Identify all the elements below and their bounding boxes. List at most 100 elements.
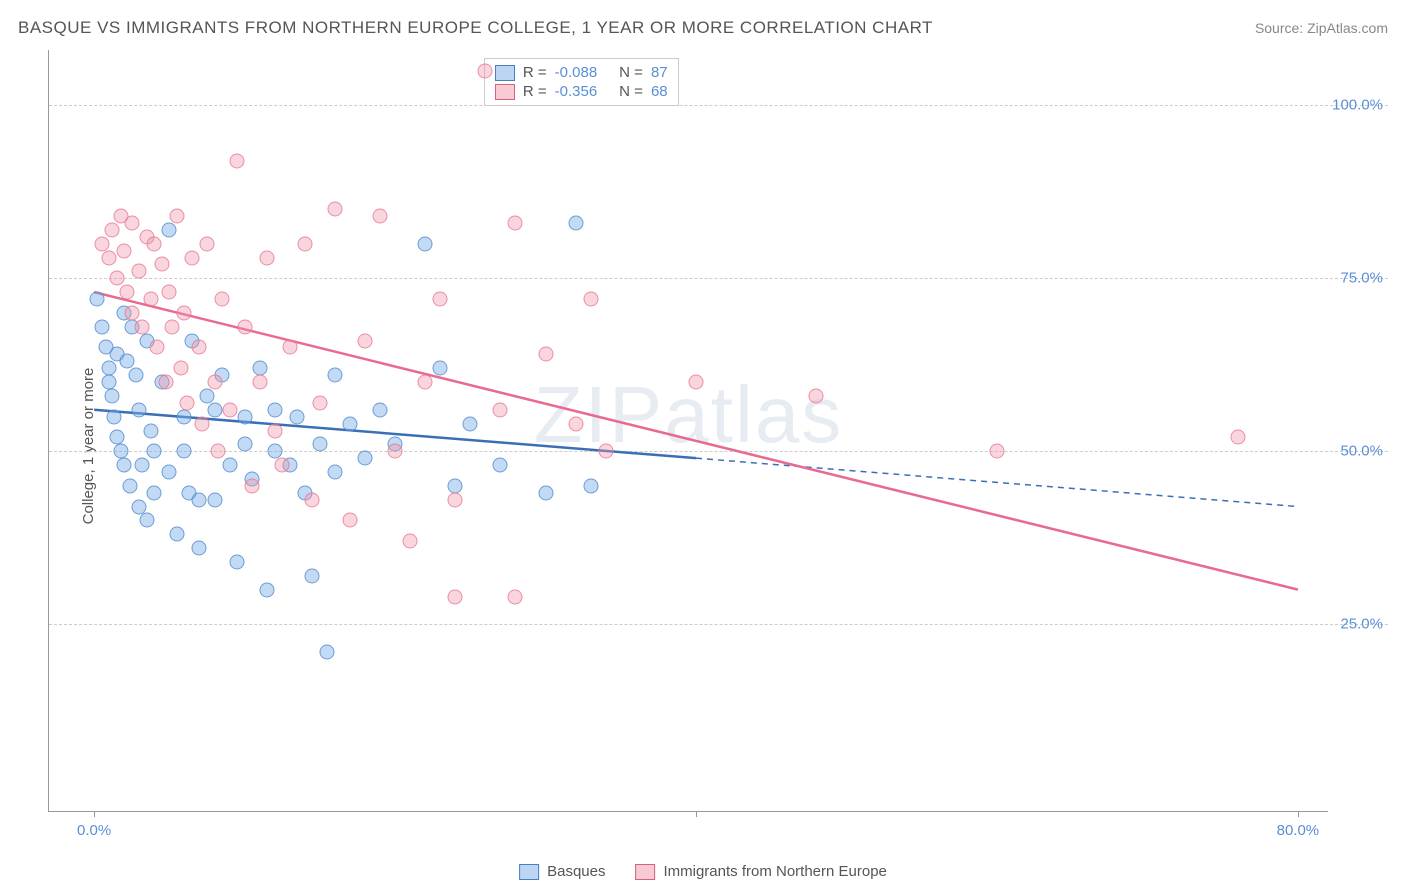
data-point <box>260 582 275 597</box>
data-point <box>403 534 418 549</box>
data-point <box>267 423 282 438</box>
data-point <box>373 209 388 224</box>
swatch-icon <box>495 65 515 81</box>
data-point <box>418 236 433 251</box>
chart-header: BASQUE VS IMMIGRANTS FROM NORTHERN EUROP… <box>18 18 1388 38</box>
data-point <box>357 333 372 348</box>
data-point <box>237 319 252 334</box>
data-point <box>94 319 109 334</box>
data-point <box>267 402 282 417</box>
data-point <box>312 395 327 410</box>
data-point <box>162 285 177 300</box>
data-point <box>222 458 237 473</box>
data-point <box>94 236 109 251</box>
data-point <box>124 305 139 320</box>
data-point <box>114 444 129 459</box>
data-point <box>320 644 335 659</box>
data-point <box>252 375 267 390</box>
stats-legend: R = -0.088 N = 87 R = -0.356 N = 68 <box>484 58 679 106</box>
stats-row: R = -0.088 N = 87 <box>495 63 668 82</box>
data-point <box>222 402 237 417</box>
r-value: -0.088 <box>555 64 598 81</box>
data-point <box>267 444 282 459</box>
data-point <box>147 236 162 251</box>
y-tick-label: 50.0% <box>1340 443 1383 460</box>
gridline <box>49 624 1388 625</box>
data-point <box>169 209 184 224</box>
data-point <box>448 589 463 604</box>
data-point <box>90 292 105 307</box>
data-point <box>327 465 342 480</box>
data-point <box>237 409 252 424</box>
source-attribution: Source: ZipAtlas.com <box>1255 20 1388 36</box>
data-point <box>508 589 523 604</box>
data-point <box>129 368 144 383</box>
data-point <box>297 236 312 251</box>
data-point <box>493 402 508 417</box>
n-value: 87 <box>651 64 668 81</box>
data-point <box>282 340 297 355</box>
data-point <box>357 451 372 466</box>
r-label: R = <box>523 83 547 100</box>
data-point <box>583 478 598 493</box>
legend-label: Basques <box>547 863 605 880</box>
swatch-icon <box>519 864 539 880</box>
data-point <box>252 361 267 376</box>
data-point <box>117 458 132 473</box>
data-point <box>105 222 120 237</box>
data-point <box>174 361 189 376</box>
n-label: N = <box>619 83 643 100</box>
data-point <box>433 361 448 376</box>
data-point <box>135 458 150 473</box>
data-point <box>493 458 508 473</box>
data-point <box>169 527 184 542</box>
data-point <box>207 375 222 390</box>
data-point <box>568 215 583 230</box>
data-point <box>184 250 199 265</box>
data-point <box>478 63 493 78</box>
data-point <box>989 444 1004 459</box>
data-point <box>132 499 147 514</box>
data-point <box>327 202 342 217</box>
data-point <box>192 492 207 507</box>
x-tick-mark <box>696 811 697 817</box>
data-point <box>105 388 120 403</box>
stats-row: R = -0.356 N = 68 <box>495 82 668 101</box>
data-point <box>538 347 553 362</box>
data-point <box>260 250 275 265</box>
data-point <box>1230 430 1245 445</box>
swatch-icon <box>495 84 515 100</box>
data-point <box>159 375 174 390</box>
data-point <box>135 319 150 334</box>
data-point <box>120 354 135 369</box>
data-point <box>139 513 154 528</box>
legend-item: Immigrants from Northern Europe <box>635 863 886 880</box>
data-point <box>162 465 177 480</box>
data-point <box>199 236 214 251</box>
data-point <box>154 257 169 272</box>
x-tick-mark <box>94 811 95 817</box>
x-tick-mark <box>1298 811 1299 817</box>
data-point <box>177 305 192 320</box>
r-label: R = <box>523 64 547 81</box>
data-point <box>230 554 245 569</box>
data-point <box>312 437 327 452</box>
r-value: -0.356 <box>555 83 598 100</box>
data-point <box>373 402 388 417</box>
legend-item: Basques <box>519 863 605 880</box>
data-point <box>120 285 135 300</box>
x-tick-label: 80.0% <box>1277 822 1320 839</box>
data-point <box>147 485 162 500</box>
data-point <box>109 271 124 286</box>
data-point <box>195 416 210 431</box>
data-point <box>106 409 121 424</box>
data-point <box>388 444 403 459</box>
data-point <box>327 368 342 383</box>
data-point <box>305 492 320 507</box>
data-point <box>124 215 139 230</box>
data-point <box>147 444 162 459</box>
data-point <box>109 430 124 445</box>
gridline <box>49 451 1388 452</box>
data-point <box>230 153 245 168</box>
data-point <box>245 478 260 493</box>
